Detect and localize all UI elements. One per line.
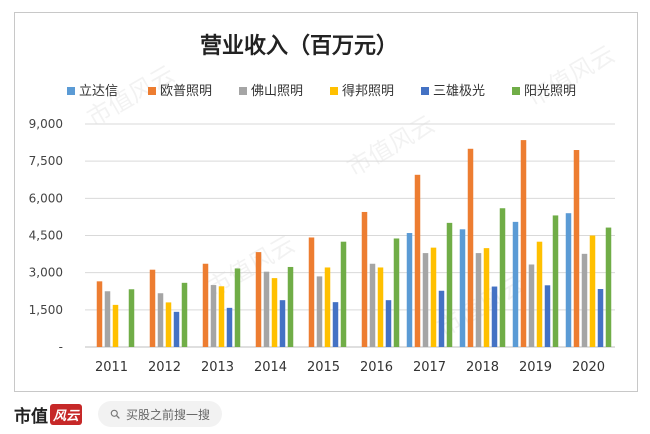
bar-6: [499, 208, 506, 347]
x-tick-label: 2017: [413, 360, 446, 375]
watermark-text: 市值风云: [342, 110, 439, 182]
footer-bar: 市值 风云 买股之前搜一搜: [0, 394, 650, 434]
bar-2: [149, 269, 156, 347]
bar-3: [422, 253, 429, 347]
bar-3: [263, 271, 270, 347]
chart-frame: 市值风云市值风云市值风云市值风云市值风云营业收入（百万元）立达信欧普照明佛山照明…: [14, 12, 638, 392]
bar-5: [279, 300, 286, 347]
legend-label: 阳光照明: [524, 84, 576, 99]
bar-1: [459, 229, 466, 347]
bar-5: [385, 300, 392, 347]
logo-text: 市值: [14, 406, 48, 427]
bar-3: [475, 253, 482, 347]
bar-5: [332, 302, 339, 347]
search-box[interactable]: 买股之前搜一搜: [98, 401, 223, 427]
bar-6: [605, 227, 612, 347]
y-tick-label: 6,000: [29, 191, 63, 205]
bar-2: [202, 263, 209, 347]
bar-4: [324, 267, 331, 347]
bar-4: [377, 267, 384, 347]
bar-3: [210, 285, 217, 347]
bar-6: [393, 238, 400, 347]
y-tick-label: 4,500: [29, 229, 63, 243]
legend-label: 佛山照明: [251, 84, 303, 99]
x-tick-label: 2019: [519, 360, 552, 375]
bar-4: [430, 247, 437, 347]
legend-swatch: [421, 87, 429, 95]
bar-6: [128, 289, 135, 347]
x-tick-label: 2015: [307, 360, 340, 375]
chart-title: 营业收入（百万元）: [200, 33, 398, 59]
watermark-text: 市值风云: [522, 40, 619, 112]
bar-6: [340, 241, 347, 347]
bar-5: [173, 311, 180, 347]
bar-4: [271, 278, 278, 347]
bar-5: [226, 307, 233, 347]
bar-6: [446, 222, 453, 347]
bar-2: [308, 237, 315, 347]
bar-3: [369, 263, 376, 347]
y-tick-label: 3,000: [29, 266, 63, 280]
bar-4: [165, 302, 172, 347]
bar-6: [287, 266, 294, 347]
x-tick-label: 2020: [572, 360, 605, 375]
legend-swatch: [239, 87, 247, 95]
bar-1: [406, 233, 413, 347]
x-tick-label: 2018: [466, 360, 499, 375]
watermark-text: 市值风云: [202, 230, 299, 302]
legend-swatch: [148, 87, 156, 95]
bar-1: [512, 221, 519, 347]
bar-2: [96, 281, 103, 347]
bar-5: [491, 286, 498, 347]
legend-label: 三雄极光: [433, 84, 485, 99]
y-tick-label: 9,000: [29, 117, 63, 131]
legend-label: 立达信: [79, 84, 118, 99]
x-tick-label: 2012: [148, 360, 181, 375]
bar-2: [467, 148, 474, 347]
x-tick-label: 2011: [95, 360, 128, 375]
x-tick-label: 2016: [360, 360, 393, 375]
logo-seal: 风云: [50, 403, 83, 425]
bar-4: [112, 304, 119, 347]
x-tick-label: 2013: [201, 360, 234, 375]
bar-2: [414, 174, 421, 347]
bar-4: [218, 286, 225, 347]
bar-5: [597, 289, 604, 347]
y-tick-label: 7,500: [29, 154, 63, 168]
legend-label: 欧普照明: [160, 84, 212, 99]
search-placeholder: 买股之前搜一搜: [126, 407, 211, 422]
x-tick-label: 2014: [254, 360, 287, 375]
legend-swatch: [67, 87, 75, 95]
y-tick-label: 1,500: [29, 303, 63, 317]
bar-4: [536, 241, 543, 347]
bar-6: [552, 215, 559, 347]
search-icon: [110, 409, 120, 419]
bar-5: [438, 290, 445, 347]
y-tick-label: -: [59, 340, 63, 354]
bar-6: [234, 268, 241, 347]
brand-logo[interactable]: 市值 风云: [14, 402, 83, 427]
bar-2: [255, 252, 262, 347]
bar-2: [520, 140, 527, 347]
legend-label: 得邦照明: [342, 83, 394, 99]
bar-3: [316, 276, 323, 347]
bar-1: [565, 213, 572, 347]
bar-3: [157, 293, 164, 347]
bar-3: [104, 291, 111, 347]
bar-3: [528, 264, 535, 347]
bar-2: [361, 211, 368, 347]
legend-swatch: [512, 87, 520, 95]
legend-swatch: [330, 87, 338, 95]
bar-4: [483, 248, 490, 347]
bar-4: [589, 235, 596, 347]
bar-2: [573, 150, 580, 347]
bar-5: [544, 285, 551, 347]
bar-6: [181, 282, 188, 347]
bar-3: [581, 253, 588, 347]
bar-chart: 市值风云市值风云市值风云市值风云市值风云营业收入（百万元）立达信欧普照明佛山照明…: [29, 33, 620, 375]
